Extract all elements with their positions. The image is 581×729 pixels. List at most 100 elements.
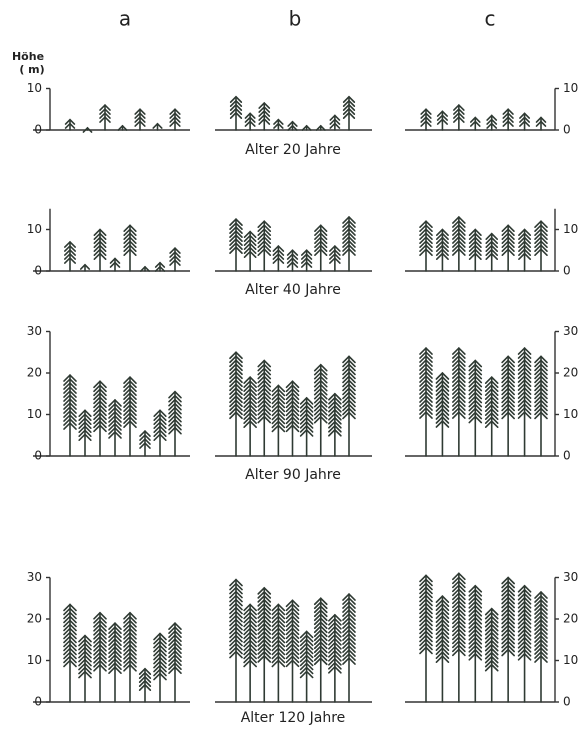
tree [330, 115, 339, 130]
y-tick-label: 30 [27, 570, 42, 584]
tree [343, 217, 355, 271]
tree [343, 594, 355, 702]
tree [230, 219, 242, 271]
y-tick-label: 10 [27, 81, 42, 95]
tree [109, 400, 121, 456]
tree [420, 348, 432, 456]
tree [258, 221, 270, 271]
tree [315, 365, 327, 456]
tree [94, 613, 106, 702]
tree [437, 230, 448, 272]
row-caption: Alter 40 Jahre [245, 282, 341, 298]
y-tick-label: 0 [563, 123, 571, 137]
y-tick-label: 0 [34, 695, 42, 709]
y-tick-label: 10 [563, 81, 578, 95]
tree [453, 348, 465, 456]
tree [79, 410, 91, 456]
tree [301, 398, 313, 456]
tree [154, 634, 166, 702]
tree [469, 361, 481, 456]
tree [329, 615, 341, 702]
tree [421, 109, 431, 130]
y-tick-label: 0 [34, 264, 42, 278]
tree [302, 250, 312, 271]
y-tick-label: 20 [27, 366, 42, 380]
tree [124, 377, 136, 456]
tree [66, 120, 75, 130]
column-label: b [289, 7, 302, 31]
tree [156, 263, 165, 271]
tree [118, 126, 126, 130]
tree [330, 246, 340, 271]
tree [94, 230, 105, 272]
tree [169, 392, 181, 456]
y-tick-label: 20 [563, 612, 578, 626]
tree [124, 225, 136, 271]
y-unit: ( m) [19, 63, 44, 76]
tree [535, 356, 547, 456]
tree [503, 109, 513, 130]
y-tick-label: 10 [563, 222, 578, 236]
row-caption: Alter 120 Jahre [241, 710, 346, 726]
y-tick-label: 0 [34, 449, 42, 463]
tree [486, 609, 498, 702]
tree [329, 394, 341, 456]
tree [258, 588, 270, 702]
y-tick-label: 30 [563, 324, 578, 338]
tree [453, 573, 465, 702]
tree [124, 613, 136, 702]
column-label: c [485, 7, 496, 31]
y-tick-label: 0 [563, 695, 571, 709]
tree [109, 623, 121, 702]
tree [230, 352, 242, 456]
tree [272, 385, 284, 456]
tree [65, 242, 75, 271]
tree [170, 248, 180, 271]
tree [64, 604, 76, 702]
tree [315, 225, 327, 271]
y-tick-label: 0 [563, 449, 571, 463]
crown [272, 385, 284, 431]
tree [231, 97, 242, 130]
tree [83, 128, 91, 132]
tree [111, 259, 120, 271]
tree [502, 356, 514, 456]
tree [245, 113, 254, 130]
tree [245, 232, 256, 271]
tree [420, 575, 432, 702]
tree [453, 217, 465, 271]
tree [420, 221, 432, 271]
tree [272, 604, 284, 702]
tree [486, 377, 498, 456]
tree [502, 578, 514, 703]
tree [140, 669, 151, 702]
tree [317, 126, 325, 130]
tree [487, 115, 496, 130]
y-tick-label: 0 [563, 264, 571, 278]
tree [302, 126, 310, 130]
crown [469, 586, 481, 660]
tree [301, 631, 313, 702]
tree [274, 120, 283, 130]
crown [535, 221, 547, 255]
tree [519, 230, 530, 272]
tree [436, 596, 448, 702]
crown [258, 221, 270, 255]
tree [244, 377, 256, 456]
y-tick-label: 10 [27, 222, 42, 236]
tree [287, 600, 299, 702]
crown [301, 631, 313, 677]
y-tick-label: 20 [27, 612, 42, 626]
column-label: a [119, 7, 131, 31]
tree [169, 623, 181, 702]
tree [135, 109, 145, 130]
tree [100, 105, 110, 130]
y-tick-label: 0 [34, 123, 42, 137]
row-caption: Alter 20 Jahre [245, 142, 341, 158]
crown [230, 219, 242, 253]
crown [258, 588, 270, 662]
tree [520, 113, 529, 130]
y-tick-label: 10 [27, 653, 42, 667]
figure: a b c Höhe ( m) Alter 20 Jahre010010Alte… [0, 0, 581, 729]
crown [154, 634, 166, 680]
